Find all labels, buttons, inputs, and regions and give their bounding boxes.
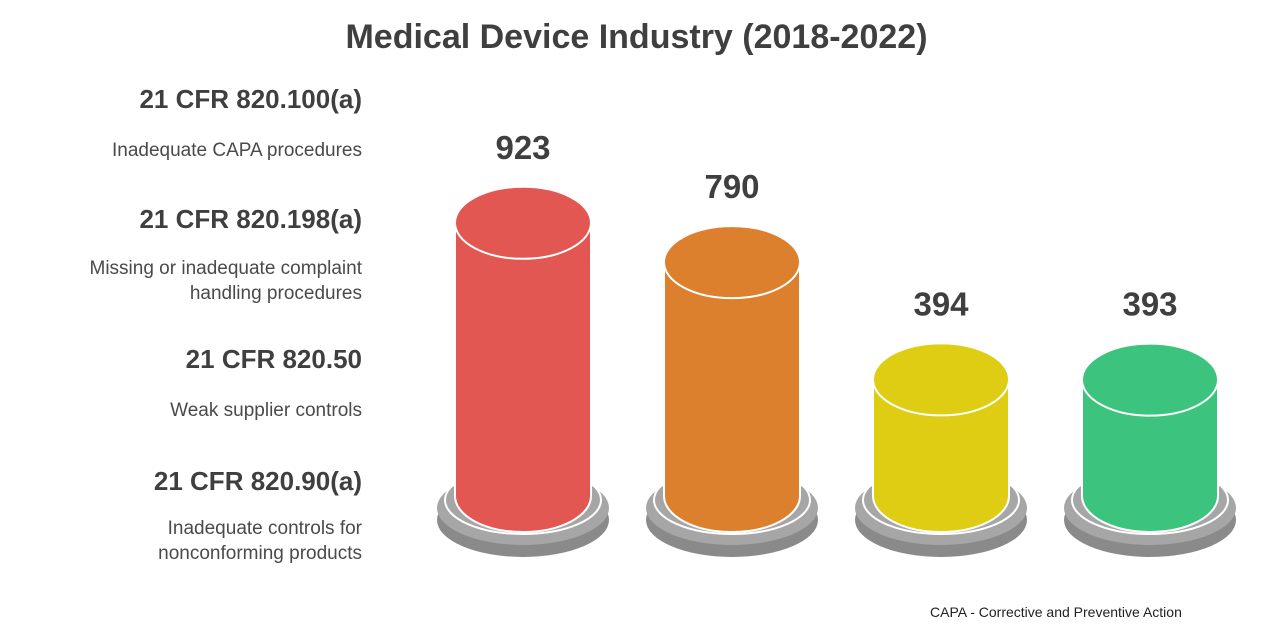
bar-3-value-label: 394 (913, 285, 969, 322)
legend-code-4: 21 CFR 820.90(a) (153, 466, 362, 496)
bar-4 (1081, 378, 1219, 533)
bar-1-value-label: 923 (495, 129, 550, 166)
bar-4-value-label: 393 (1122, 286, 1177, 323)
bar-3 (872, 378, 1010, 533)
bar-2-value-label: 790 (704, 168, 759, 205)
bar-2 (663, 261, 801, 533)
bar-4-top (1081, 342, 1219, 417)
legend-code-1: 21 CFR 820.100(a) (139, 84, 362, 114)
bar-1 (454, 221, 592, 533)
legend-code-2: 21 CFR 820.198(a) (139, 204, 362, 234)
legend: 21 CFR 820.100(a) Inadequate CAPA proced… (0, 0, 363, 635)
bar-2-top (663, 225, 801, 300)
chart-title: Medical Device Industry (2018-2022) (345, 18, 928, 56)
legend-desc-1: Inadequate CAPA procedures (112, 140, 362, 161)
legend-code-3: 21 CFR 820.50 (185, 344, 362, 374)
bar-1-top (454, 185, 592, 260)
legend-desc-4: Inadequate controls for nonconforming pr… (158, 518, 362, 564)
legend-desc-2: Missing or inadequate complaint handling… (89, 258, 363, 304)
legend-desc-3: Weak supplier controls (170, 400, 362, 421)
footnote: CAPA - Corrective and Preventive Action (930, 604, 1182, 620)
bar-3-top (872, 342, 1010, 417)
